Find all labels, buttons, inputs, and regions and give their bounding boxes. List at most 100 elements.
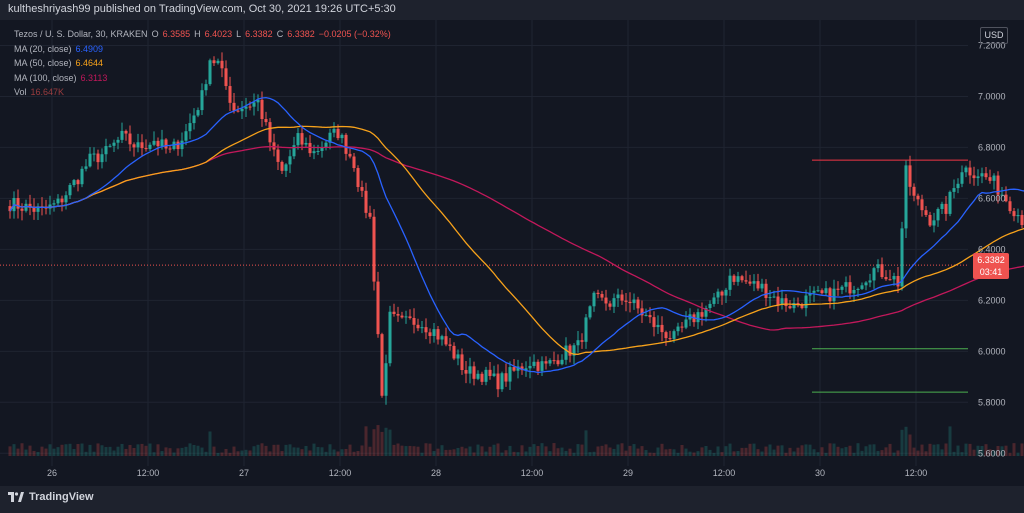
last-price-tag: 6.3382 03:41	[973, 253, 1009, 279]
volume-bar	[296, 447, 300, 456]
volume-bar	[788, 447, 792, 456]
volume-bar	[196, 445, 200, 456]
candle-body	[144, 148, 148, 150]
candle-body	[568, 345, 572, 356]
volume-bar	[992, 450, 996, 456]
volume-bar	[724, 446, 728, 456]
candle-body	[956, 183, 960, 189]
bar-countdown: 03:41	[979, 267, 1003, 277]
candle-body	[412, 318, 416, 325]
volume-bar	[924, 451, 928, 456]
brand-name: TradingView	[29, 491, 94, 503]
candle-body	[900, 228, 904, 287]
candle-body	[304, 142, 308, 145]
candle-body	[516, 366, 520, 371]
candle-body	[104, 146, 108, 155]
volume-bar	[24, 449, 28, 456]
y-tick-label: 7.0000	[978, 91, 1006, 101]
candle-body	[156, 140, 160, 147]
volume-bar	[712, 452, 716, 456]
volume-bar	[932, 444, 936, 456]
volume-bar	[532, 444, 536, 456]
candle-body	[28, 203, 32, 208]
candle-body	[52, 203, 56, 205]
volume-bar	[336, 451, 340, 456]
tradingview-brand[interactable]: TradingView	[8, 491, 94, 503]
candle-body	[1012, 211, 1016, 217]
volume-bar	[84, 451, 88, 456]
volume-bar	[852, 452, 856, 456]
volume-bar	[780, 445, 784, 456]
candle-body	[920, 199, 924, 211]
candle-body	[804, 295, 808, 309]
volume-bar	[372, 429, 376, 456]
candle-body	[756, 281, 760, 289]
candle-body	[8, 206, 12, 212]
candle-body	[128, 133, 132, 145]
volume-bar	[856, 443, 860, 456]
volume-bar	[88, 444, 92, 456]
volume-bar	[896, 450, 900, 456]
candle-body	[36, 206, 40, 212]
volume-bar	[784, 452, 788, 456]
volume-bar	[204, 451, 208, 456]
volume-bar	[800, 445, 804, 456]
candle-body	[940, 203, 944, 209]
volume-bar	[636, 448, 640, 456]
volume-bar	[976, 445, 980, 456]
candle-body	[356, 168, 360, 188]
volume-bar	[612, 448, 616, 456]
candle-body	[272, 142, 276, 150]
volume-bar	[36, 451, 40, 456]
candle-body	[440, 336, 444, 340]
candle-body	[848, 282, 852, 294]
volume-bar	[28, 445, 32, 456]
volume-bar	[108, 446, 112, 456]
candle-body	[592, 292, 596, 307]
candlestick-chart[interactable]: 7.2000 7.0000 6.8000 6.6000 6.4000 6.2000 6.00…	[0, 20, 1024, 486]
candle-body	[276, 149, 280, 162]
volume-bar	[652, 452, 656, 456]
candle-body	[984, 173, 988, 178]
volume-bar	[72, 449, 76, 456]
volume-bar	[952, 451, 956, 456]
candle-body	[704, 308, 708, 317]
candle-body	[544, 361, 548, 364]
volume-bar	[500, 452, 504, 456]
volume-bar	[664, 449, 668, 456]
volume-bar	[352, 451, 356, 456]
volume-bar	[684, 448, 688, 456]
volume-bar	[380, 431, 384, 456]
volume-bar	[528, 446, 532, 456]
volume-bar	[972, 449, 976, 456]
candle-body	[96, 153, 100, 163]
volume-bar	[512, 451, 516, 456]
volume-bar	[740, 447, 744, 456]
candle-body	[396, 314, 400, 316]
price-axis: 7.2000 7.0000 6.8000 6.6000 6.4000 6.2000 6.00…	[978, 40, 1006, 458]
x-tick-label: 30	[815, 468, 825, 478]
volume-bar	[864, 446, 868, 456]
candle-body	[316, 150, 320, 152]
volume-bar	[276, 444, 280, 456]
candle-body	[408, 316, 412, 319]
volume-bar	[408, 445, 412, 456]
volume-bar	[692, 452, 696, 456]
candle-body	[436, 329, 440, 340]
volume-bar	[292, 447, 296, 456]
candle-body	[680, 326, 684, 328]
volume-bar	[496, 443, 500, 456]
candle-body	[288, 156, 292, 165]
volume-bar	[592, 451, 596, 456]
candle-body	[228, 86, 232, 103]
volume-bar	[776, 445, 780, 456]
volume-bar	[748, 443, 752, 456]
candle-body	[200, 90, 204, 111]
volume-bar	[240, 450, 244, 456]
candle-body	[888, 279, 892, 281]
candle-body	[236, 110, 240, 112]
currency-button[interactable]: USD	[980, 27, 1008, 44]
candle-body	[584, 317, 588, 342]
volume-bar	[76, 444, 80, 456]
candle-body	[444, 336, 448, 345]
